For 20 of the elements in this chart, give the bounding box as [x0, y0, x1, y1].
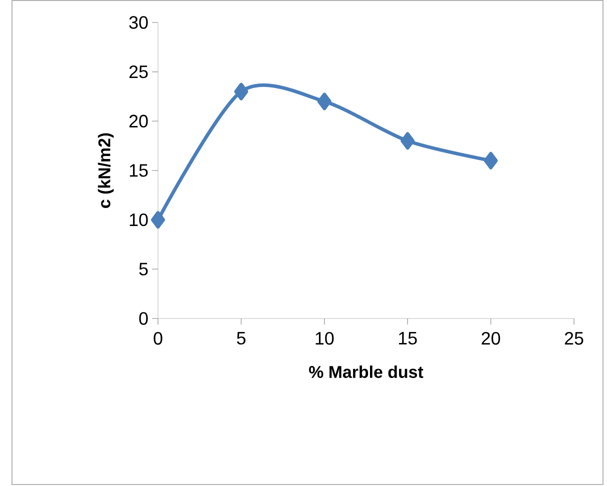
- y-tick-label: 5: [139, 262, 148, 276]
- point: [151, 210, 166, 228]
- point: [484, 152, 498, 170]
- y-tick-label: 20: [129, 114, 148, 128]
- y-tick-label: 15: [130, 164, 148, 177]
- point: [400, 132, 415, 150]
- y-tick-label: 10: [130, 213, 148, 226]
- y-axis-title: c (kN/m2): [98, 133, 114, 208]
- point: [317, 92, 332, 110]
- x-tick-label: 0: [154, 332, 162, 344]
- x-tick-label: 10: [316, 332, 334, 344]
- x-tick-label: 25: [564, 332, 584, 344]
- x-tick-label: 15: [398, 332, 417, 344]
- x-tick-label: 5: [236, 332, 246, 344]
- x-tick-label: 20: [482, 332, 500, 344]
- y-tick-label: 25: [129, 65, 148, 78]
- y-tick-label: 0: [139, 312, 148, 325]
- point: [234, 82, 248, 100]
- x-axis-title: % Marble dust: [309, 365, 424, 378]
- y-tick-label: 30: [129, 16, 148, 29]
